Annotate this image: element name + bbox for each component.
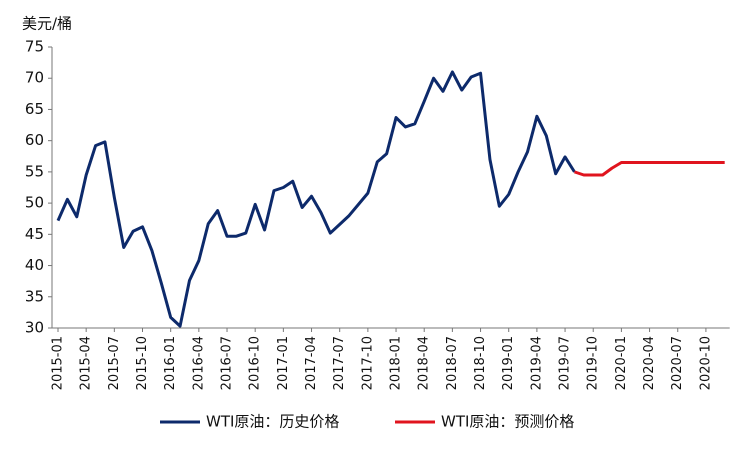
x-tick-label: 2019-04 [529,336,544,390]
x-tick-label: 2020-07 [670,336,685,390]
x-tick-label: 2020-01 [614,336,629,390]
x-tick-label: 2016-10 [248,336,263,390]
x-tick-label: 2015-07 [107,336,122,390]
x-tick-label: 2016-01 [163,336,178,390]
x-tick-label: 2018-04 [417,336,432,390]
x-tick-label: 2015-04 [79,336,94,390]
legend-label: WTI原油：历史价格 [206,413,339,431]
y-tick-label: 70 [25,69,44,87]
y-tick-label: 45 [25,225,44,243]
y-tick-label: 65 [25,100,44,118]
legend-label: WTI原油：预测价格 [441,413,574,431]
x-tick-label: 2020-04 [642,336,657,390]
x-tick-label: 2017-04 [304,336,319,390]
x-tick-label: 2017-07 [332,336,347,390]
y-tick-label: 30 [25,319,44,337]
y-tick-label: 35 [25,287,44,305]
y-tick-label: 50 [25,194,44,212]
y-axis-label: 美元/桶 [22,15,72,33]
x-tick-label: 2020-10 [698,336,713,390]
x-tick-label: 2019-10 [586,336,601,390]
line-series [573,161,725,177]
x-tick-label: 2019-07 [558,336,573,390]
x-tick-label: 2015-10 [135,336,150,390]
line-series [56,70,576,328]
x-tick-label: 2017-10 [360,336,375,390]
x-tick-label: 2019-01 [501,336,516,390]
y-tick-label: 55 [25,162,44,180]
x-tick-label: 2015-01 [51,336,66,390]
x-tick-label: 2016-04 [191,336,206,390]
x-tick-label: 2018-01 [389,336,404,390]
y-tick-label: 75 [25,38,44,56]
y-tick-label: 40 [25,256,44,274]
x-tick-label: 2018-10 [473,336,488,390]
x-tick-label: 2018-07 [445,336,460,390]
x-tick-label: 2017-01 [276,336,291,390]
x-tick-label: 2016-07 [220,336,235,390]
y-tick-label: 60 [25,131,44,149]
